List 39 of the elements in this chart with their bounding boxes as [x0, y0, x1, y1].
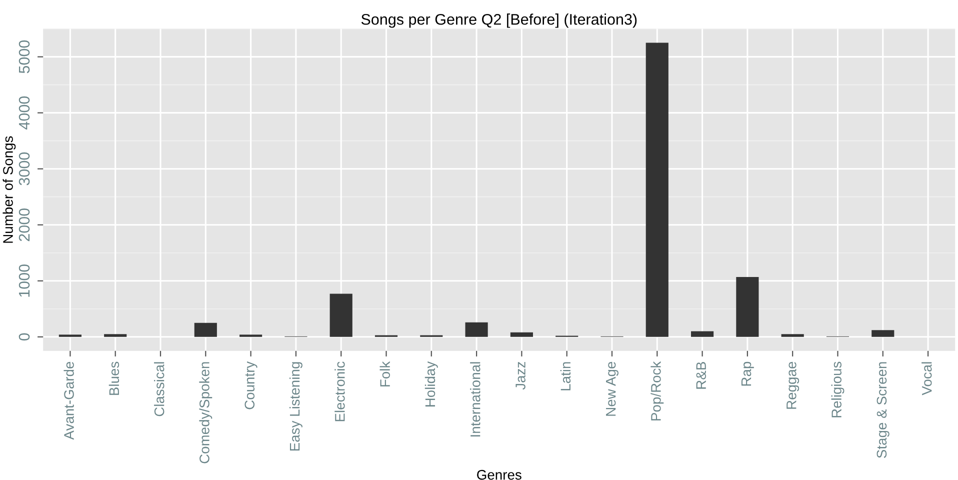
x-tick-label: New Age: [606, 362, 618, 416]
x-tick-label: Easy Listening: [289, 362, 302, 450]
x-axis-title: Genres: [477, 470, 522, 480]
bar: [691, 331, 714, 337]
bar: [330, 294, 352, 337]
x-tick-label: Stage & Screen: [876, 362, 890, 458]
bar: [781, 334, 804, 337]
y-tick-label: 2000: [18, 208, 30, 242]
x-tick-label: Electronic: [334, 362, 345, 422]
chart-title: Songs per Genre Q2 [Before] (Iteration3): [361, 14, 637, 28]
bar: [736, 276, 759, 337]
x-tick-label: Holiday: [424, 361, 438, 406]
x-tick-label: Avant-Garde: [64, 362, 74, 440]
bar: [510, 332, 533, 337]
y-tick-label: 3000: [18, 152, 30, 186]
bar: [465, 322, 488, 337]
x-tick-label: Folk: [380, 361, 390, 386]
x-tick-label: Religious: [831, 362, 844, 418]
x-tick-label: Latin: [560, 362, 571, 390]
x-tick-label: Comedy/Spoken: [199, 362, 212, 464]
bar: [646, 42, 668, 337]
x-tick-label: Pop/Rock: [650, 361, 664, 420]
x-tick-label: Rap: [741, 362, 754, 386]
x-tick-label: Blues: [108, 362, 120, 395]
x-tick-label: Jazz: [516, 362, 526, 390]
y-tick-label: 5000: [18, 40, 30, 74]
x-tick-label: R&B: [696, 362, 706, 389]
y-tick-label: 4000: [18, 96, 30, 130]
x-tick-label: Country: [244, 361, 258, 410]
bar: [872, 330, 894, 337]
x-tick-label: Vocal: [922, 362, 932, 396]
x-tick-label: International: [470, 362, 480, 436]
x-tick-label: Reggae: [786, 362, 800, 409]
y-axis-title: Number of Songs: [2, 136, 16, 243]
x-tick-label: Classical: [154, 362, 164, 416]
y-tick-label: 1000: [18, 264, 30, 297]
bar: [194, 322, 217, 337]
y-tick-label: 0: [18, 333, 30, 341]
bar: [104, 334, 127, 337]
